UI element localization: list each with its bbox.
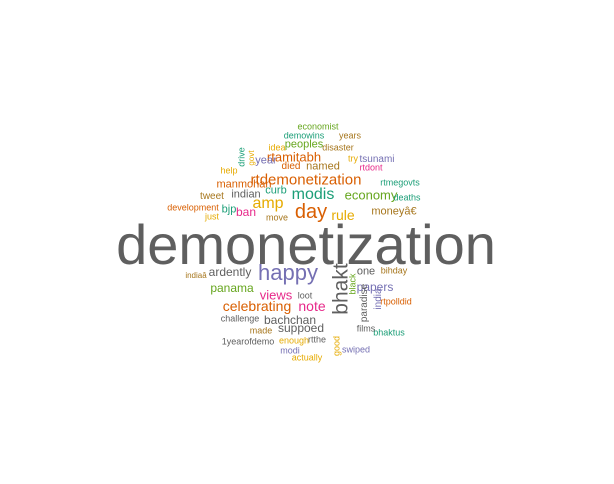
cloud-word: year [255, 154, 277, 167]
cloud-word: note [298, 298, 326, 314]
cloud-word: amp [252, 195, 284, 212]
cloud-word: drive [236, 147, 247, 167]
cloud-word: named [306, 160, 340, 173]
cloud-word: years [338, 130, 362, 141]
cloud-word: economy [344, 187, 398, 203]
cloud-word: loot [297, 290, 313, 301]
cloud-word: demowins [283, 130, 325, 141]
cloud-word: just [204, 211, 220, 222]
cloud-word: deaths [393, 192, 421, 203]
cloud-word: help [220, 165, 238, 176]
cloud-word: swiped [341, 344, 371, 355]
cloud-word: enough [278, 335, 310, 346]
cloud-word: panama [210, 281, 254, 295]
cloud-word: idea [268, 142, 286, 153]
cloud-word: views [259, 287, 293, 303]
cloud-word: rule [331, 207, 355, 223]
cloud-word: day [294, 201, 328, 223]
cloud-word: papers [356, 280, 394, 294]
cloud-word: challenge [220, 313, 260, 324]
cloud-word: celebrating [222, 298, 292, 314]
cloud-word: move [265, 212, 289, 223]
cloud-word: ban [235, 205, 257, 219]
cloud-word: actually [291, 352, 323, 363]
cloud-word: films [356, 323, 376, 334]
cloud-word: died [281, 161, 301, 172]
cloud-word: tweet [200, 191, 224, 202]
cloud-word: bjp [221, 203, 237, 216]
cloud-word: rtthe [307, 334, 327, 345]
cloud-word: good [331, 335, 342, 357]
cloud-word: demonetization [116, 213, 496, 276]
cloud-word: rtdemonetization [250, 171, 362, 189]
cloud-word: curb [265, 184, 287, 197]
cloud-word: peoples [284, 138, 324, 151]
cloud-word: rtmegovts [380, 177, 420, 188]
cloud-word: black [347, 273, 358, 295]
cloud-word: bihday [380, 265, 408, 276]
cloud-word: development [167, 202, 219, 213]
cloud-word: made [249, 325, 273, 336]
cloud-word: paradise [359, 283, 370, 323]
cloud-word: disaster [322, 142, 354, 153]
cloud-word: govt [247, 150, 256, 166]
cloud-word: manmohan [216, 178, 272, 191]
cloud-word: rtpolldid [380, 296, 412, 307]
cloud-word: happy [258, 260, 318, 285]
cloud-word: one [356, 265, 376, 278]
cloud-word: bachchan [263, 313, 317, 327]
cloud-word: ardently [208, 265, 252, 279]
cloud-word: rtamitabh [266, 149, 322, 165]
cloud-word: 1yearofdemo [221, 336, 275, 347]
cloud-word: modi [280, 345, 300, 356]
cloud-word: rtdont [359, 162, 383, 173]
cloud-word: economist [297, 121, 339, 132]
cloud-word: try [348, 153, 358, 164]
cloud-word: tsunami [359, 154, 395, 165]
cloud-word: indiaâ [185, 271, 207, 280]
cloud-word: indian [231, 188, 261, 201]
cloud-word: india [373, 288, 384, 310]
cloud-word: modis [291, 186, 335, 203]
cloud-word: suppoed [277, 321, 325, 335]
cloud-word: moneyâ€ [371, 205, 417, 218]
cloud-word: bhaktus [373, 327, 405, 338]
